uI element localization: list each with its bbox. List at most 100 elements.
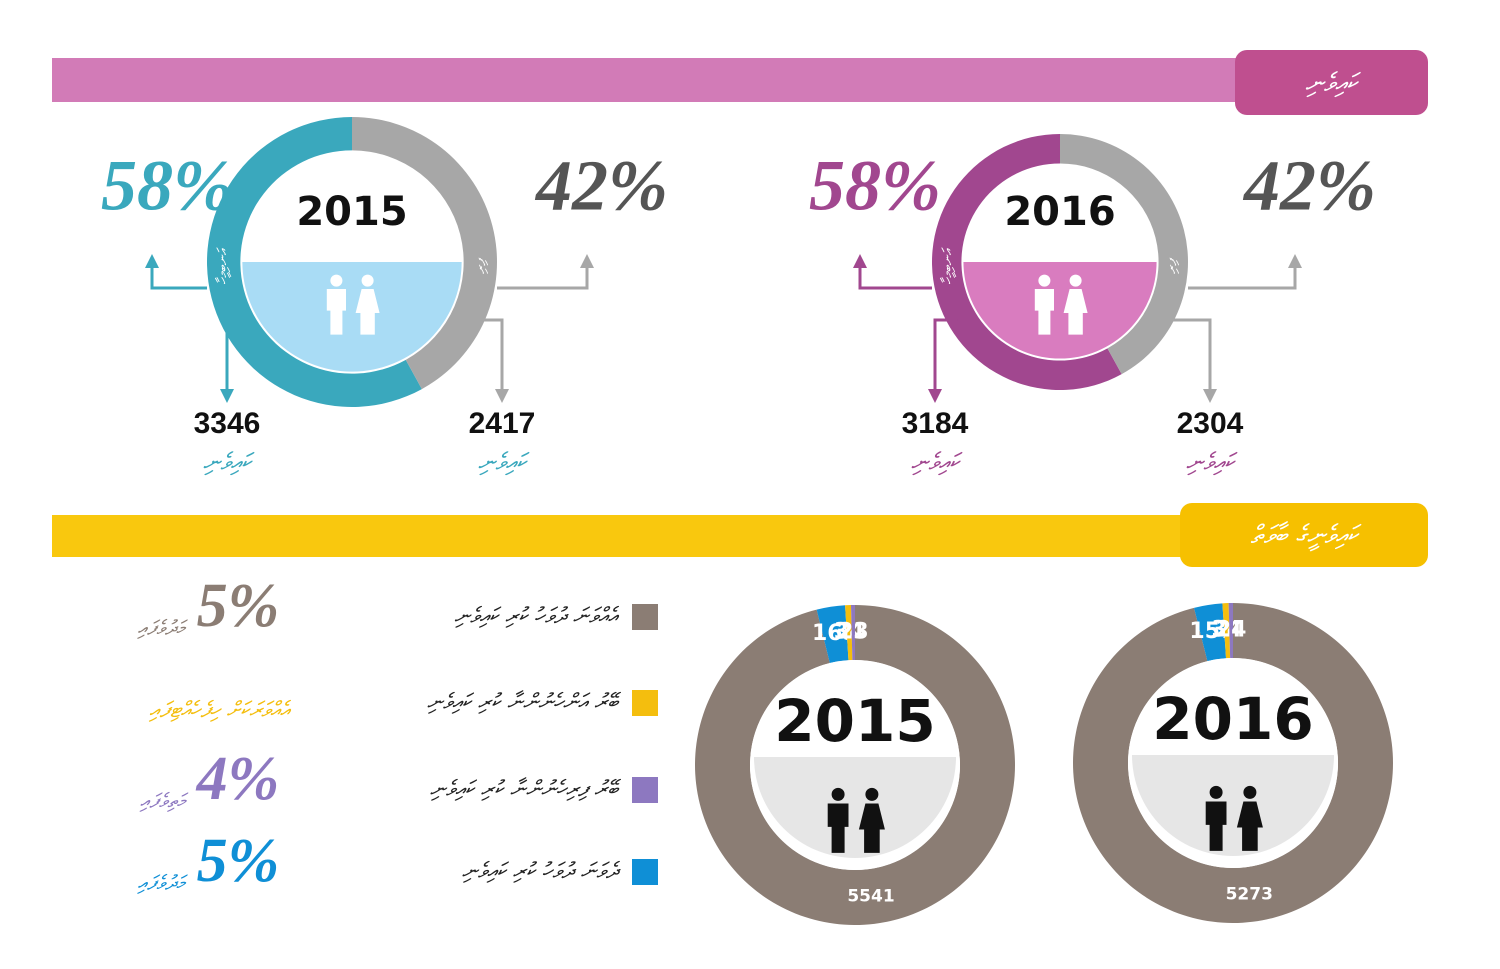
arrow-head xyxy=(580,254,594,268)
body xyxy=(1063,289,1088,335)
donut-segment xyxy=(850,605,855,661)
body xyxy=(355,289,380,335)
donut-segment xyxy=(1222,603,1231,659)
count-caption: ކައިވެނި xyxy=(1186,448,1238,476)
legend-label: ދެވަނަ ދުވަހު ކުރި ކައިވެނި xyxy=(462,859,622,884)
year-label: 2015 xyxy=(296,189,407,235)
arrow-head xyxy=(853,254,867,268)
donut-segment xyxy=(206,117,422,408)
body xyxy=(1205,801,1227,851)
arrow-line xyxy=(150,260,207,290)
donut-segment xyxy=(1194,603,1227,662)
arrow-line xyxy=(858,260,932,290)
body xyxy=(827,803,849,853)
donut-floor xyxy=(754,757,956,858)
head xyxy=(1243,785,1257,799)
people-icon xyxy=(326,274,380,335)
year-label: 2015 xyxy=(774,687,935,755)
people-icon xyxy=(1205,785,1263,851)
legend-swatch xyxy=(632,604,658,630)
count-caption: ކައިވެނި xyxy=(911,448,963,476)
section-bar xyxy=(52,515,1182,557)
legend-label: ބޭރު ފިރިހެނުންނާ ކުރި ކައިވެނި xyxy=(430,777,622,802)
arrow-line xyxy=(933,318,958,397)
section-header: ކައިވެނީގެ ބާވަތް xyxy=(1250,521,1362,552)
section-tab xyxy=(1180,503,1428,567)
segment-label: 34 xyxy=(1211,618,1242,643)
legend-swatch xyxy=(632,777,658,803)
legend-note: މަދުވެފައި xyxy=(136,871,188,895)
donut-segment xyxy=(845,605,853,661)
donut-segment xyxy=(1060,134,1188,375)
head xyxy=(330,274,343,287)
year-label: 2016 xyxy=(1004,189,1115,235)
segment-label: 24 xyxy=(1216,618,1247,643)
side-label: އަނބިމީހާ xyxy=(939,247,957,285)
legend-stat: 4% xyxy=(196,745,280,813)
donut-segment xyxy=(816,605,849,664)
arrow-head xyxy=(928,389,942,403)
arrow-head xyxy=(1288,254,1302,268)
count-label: 3184 xyxy=(902,407,969,440)
percent-label: 42% xyxy=(534,146,668,226)
legend-note: މަދުވެފައި xyxy=(136,616,188,640)
donut-segment xyxy=(1228,603,1233,659)
year-label: 2016 xyxy=(1152,685,1313,753)
arrow-line xyxy=(1162,318,1212,397)
legend-note: މަތިވެފައި xyxy=(139,789,189,813)
count-caption: ކައިވެނި xyxy=(478,448,530,476)
head xyxy=(1209,785,1223,799)
body xyxy=(858,803,885,853)
side-label: ފިރި xyxy=(1164,257,1180,275)
people-icon xyxy=(827,787,885,853)
legend-label: އެއްވަނަ ދުވަހު ކުރި ކައިވެނި xyxy=(454,604,620,629)
legend-note: އެއްވަރަކަށް ހިފެހެއްޓިފައި xyxy=(148,698,292,723)
arrow-head xyxy=(145,254,159,268)
donut-segment xyxy=(352,117,497,390)
percent-label: 58% xyxy=(809,146,941,226)
section-header: ކައިވެނި xyxy=(1305,69,1362,99)
donut-water xyxy=(963,262,1157,359)
donut-floor xyxy=(1132,755,1334,856)
count-caption: ކައިވެނި xyxy=(203,448,255,476)
head xyxy=(361,274,374,287)
legend-swatch xyxy=(632,859,658,885)
count-label: 2417 xyxy=(469,407,536,440)
count-label: 2304 xyxy=(1177,407,1244,440)
arrow-line xyxy=(497,260,589,290)
legend-swatch xyxy=(632,690,658,716)
side-label: އަނބިމީހާ xyxy=(214,247,232,285)
donut-segment xyxy=(931,134,1122,390)
section-tab xyxy=(1235,50,1428,115)
head xyxy=(865,787,879,801)
segment-label: 5541 xyxy=(847,887,894,907)
segment-label: 23 xyxy=(838,620,869,645)
head xyxy=(1038,274,1051,287)
arrow-line xyxy=(225,318,236,397)
arrow-head xyxy=(220,389,234,403)
arrow-head xyxy=(495,389,509,403)
percent-label: 58% xyxy=(101,146,233,226)
donut-water xyxy=(242,262,462,372)
donut-segment xyxy=(695,605,1015,925)
legend-stat: 5% xyxy=(197,827,280,895)
percent-label: 42% xyxy=(1242,146,1376,226)
arrow-line xyxy=(468,318,504,397)
body xyxy=(1034,289,1054,335)
body xyxy=(326,289,346,335)
side-label: ފިރި xyxy=(473,257,489,275)
segment-label: 34 xyxy=(834,620,865,645)
legend-stat: 5% xyxy=(197,572,280,640)
people-icon xyxy=(1034,274,1088,335)
section-bar xyxy=(52,58,1237,102)
body xyxy=(1236,801,1263,851)
head xyxy=(1069,274,1082,287)
donut-segment xyxy=(1073,603,1394,924)
arrow-line xyxy=(1188,260,1297,290)
arrow-head xyxy=(1203,389,1217,403)
legend-label: ބޭރު އަންހެނުންނާ ކުރި ކައިވެނި xyxy=(427,690,622,715)
count-label: 3346 xyxy=(194,407,261,440)
segment-label: 5273 xyxy=(1226,884,1273,904)
head xyxy=(831,787,845,801)
